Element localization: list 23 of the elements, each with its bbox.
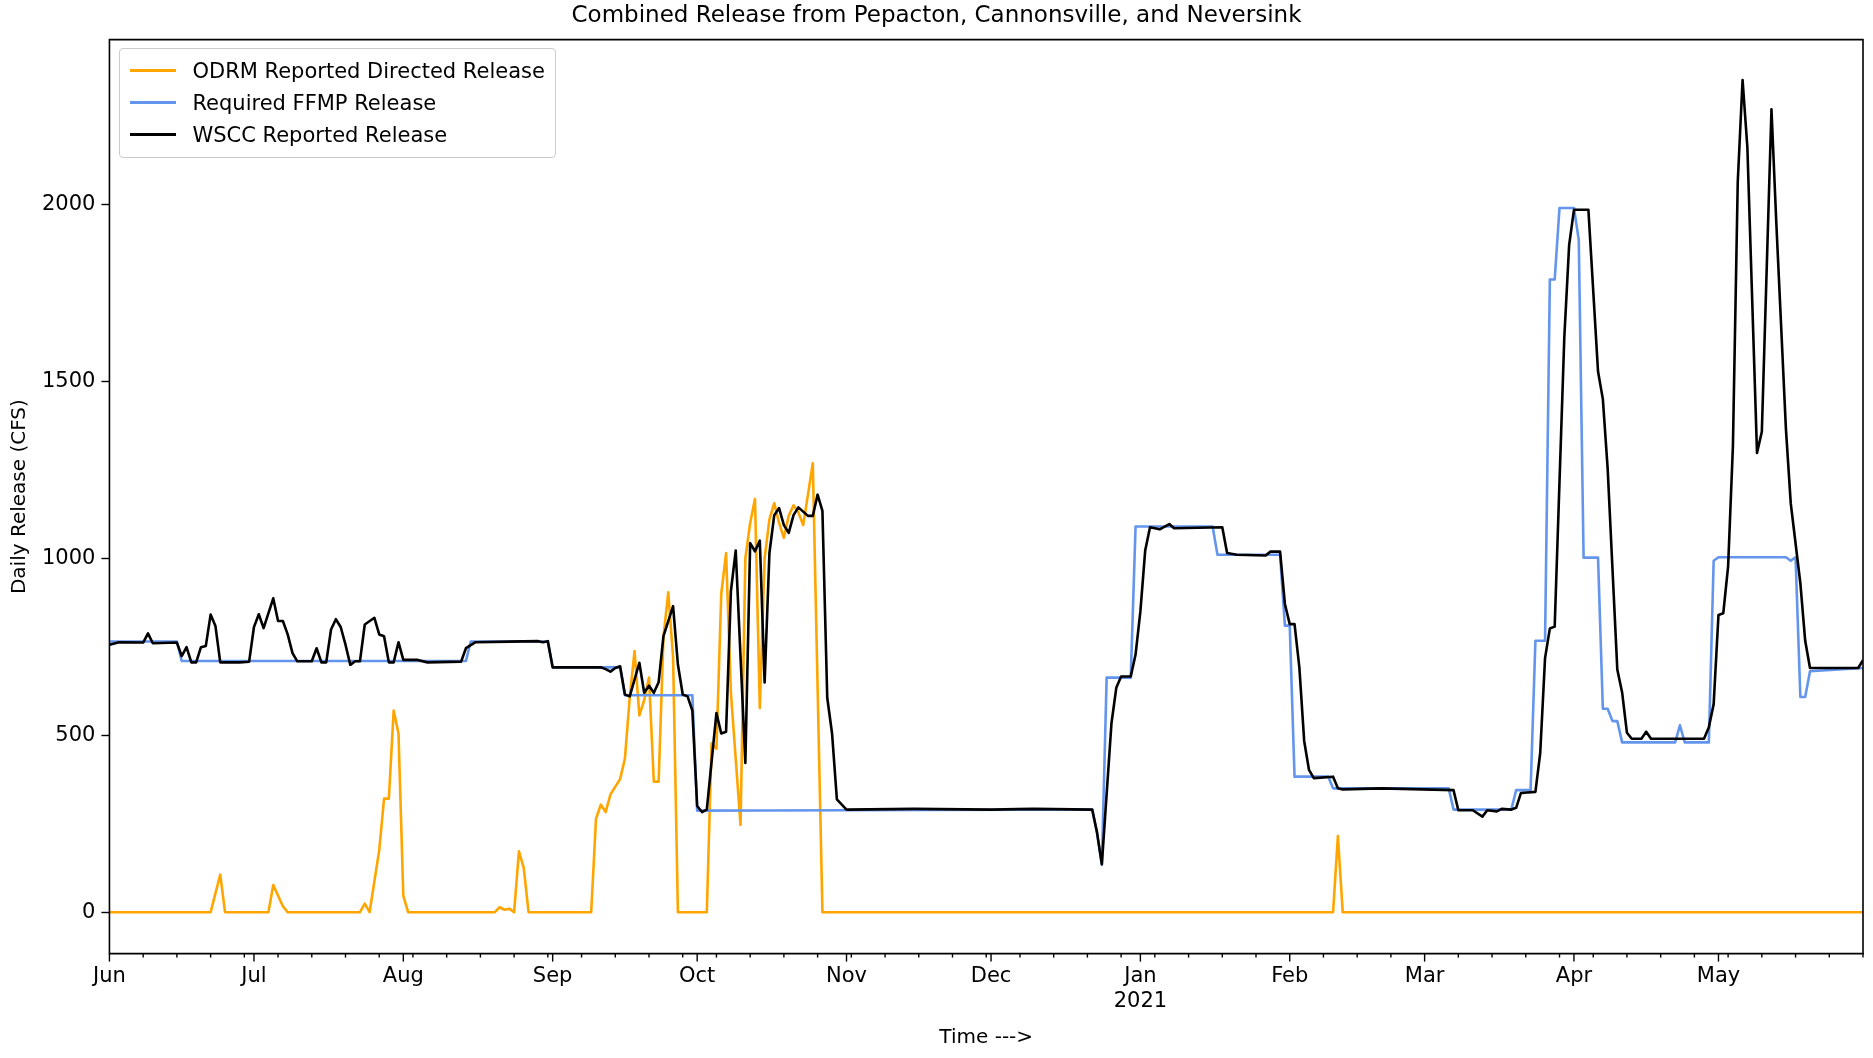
x-axis-title: Time ---> bbox=[938, 1024, 1034, 1049]
x-tick-label: Feb bbox=[1271, 962, 1309, 987]
y-tick-label: 1000 bbox=[41, 544, 96, 569]
x-tick-label: Dec bbox=[970, 962, 1012, 987]
x-tick-label: Aug bbox=[382, 962, 424, 987]
legend-label: Required FFMP Release bbox=[192, 90, 437, 115]
x-tick-label: Oct bbox=[679, 962, 716, 987]
y-tick-label: 0 bbox=[82, 898, 96, 923]
y-tick-label: 2000 bbox=[41, 190, 96, 215]
legend-label: ODRM Reported Directed Release bbox=[192, 58, 545, 83]
y-tick-label: 1500 bbox=[41, 367, 96, 392]
x-tick-label: Jun bbox=[91, 962, 126, 987]
x-tick-label: Nov bbox=[826, 962, 868, 987]
x-tick-label: Jan 2021 bbox=[1113, 962, 1168, 1012]
chart-title: Combined Release from Pepacton, Cannonsville, and Neversink bbox=[571, 0, 1303, 27]
y-tick-label: 500 bbox=[55, 721, 96, 746]
legend-label: WSCC Reported Release bbox=[192, 122, 448, 147]
y-axis-title: Daily Release (CFS) bbox=[6, 399, 31, 595]
x-tick-label: Apr bbox=[1555, 962, 1593, 987]
x-tick-label: Sep bbox=[532, 962, 573, 987]
x-tick-label: May bbox=[1696, 962, 1741, 987]
x-tick-label: Mar bbox=[1404, 962, 1445, 987]
x-tick-label: Jul bbox=[239, 962, 267, 987]
